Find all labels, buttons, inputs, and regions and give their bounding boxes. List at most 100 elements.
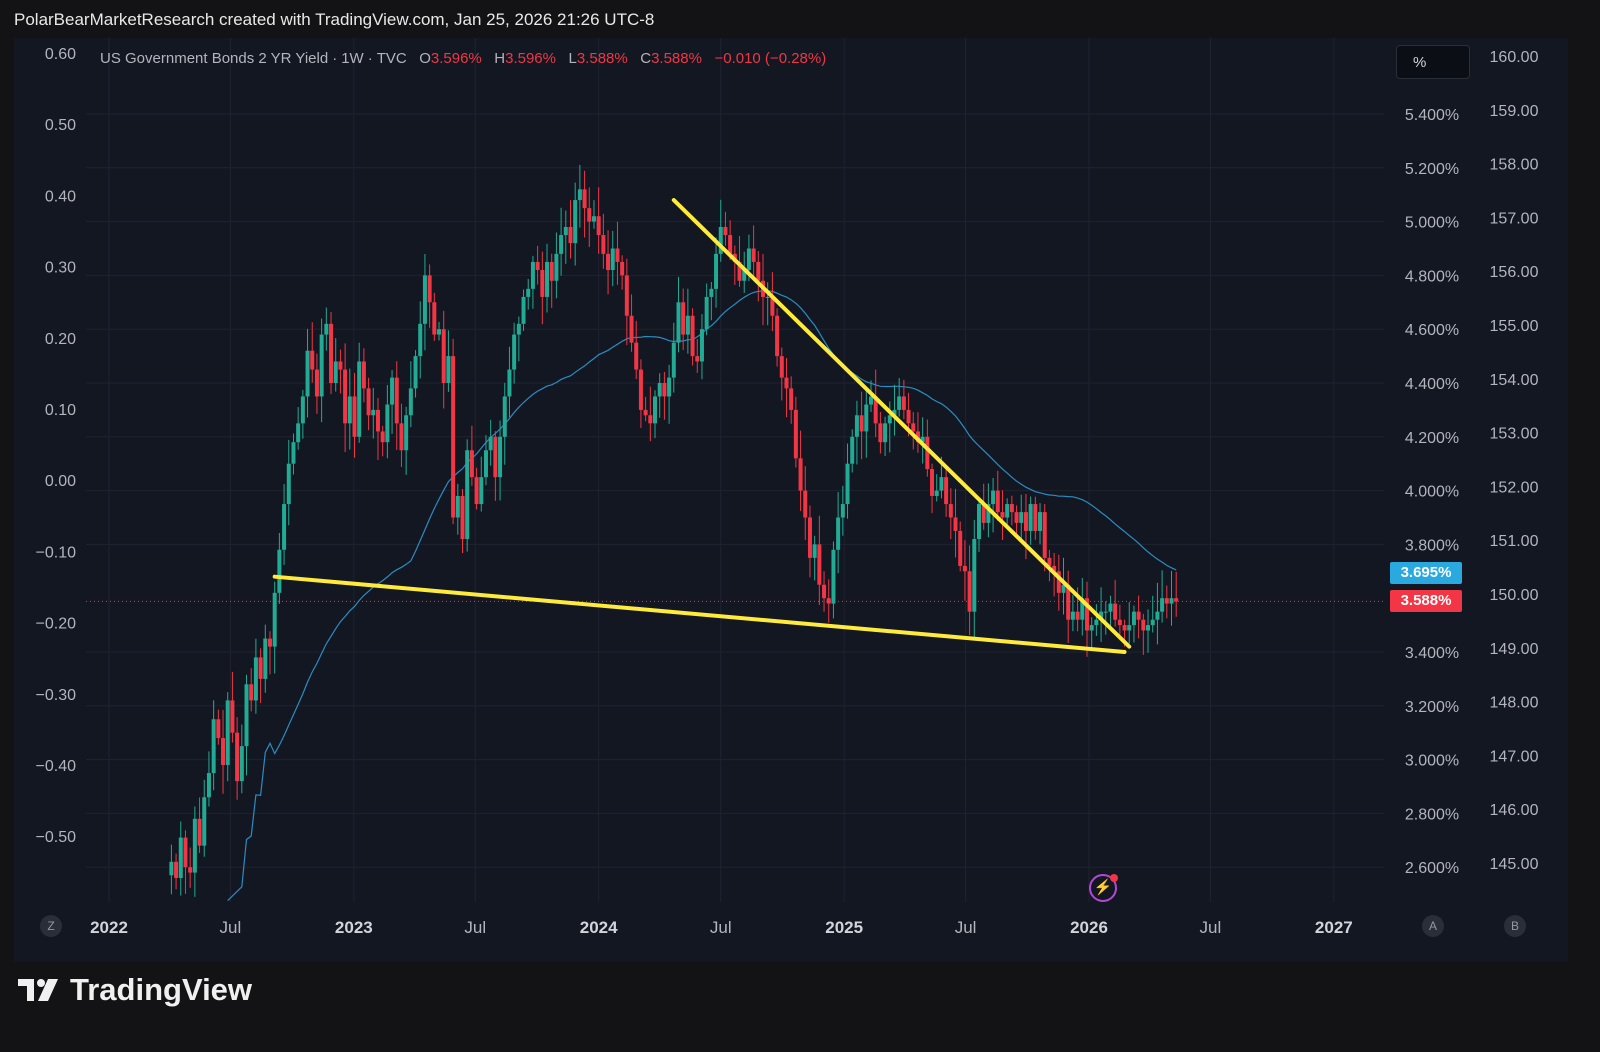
candle-body bbox=[352, 396, 357, 437]
candle-body bbox=[272, 592, 277, 647]
candle-body bbox=[498, 436, 503, 478]
scale-mode-button[interactable]: % bbox=[1396, 45, 1470, 79]
lightning-icon[interactable]: ⚡ bbox=[1089, 874, 1117, 902]
candle-body bbox=[1047, 557, 1052, 566]
candle-body bbox=[559, 235, 564, 254]
candle-body bbox=[948, 504, 953, 518]
candle-body bbox=[549, 261, 554, 281]
candle-body bbox=[253, 657, 258, 701]
candle-body bbox=[333, 361, 338, 383]
timezone-button[interactable]: Z bbox=[40, 915, 62, 937]
candle-body bbox=[296, 423, 301, 443]
candle-body bbox=[310, 350, 315, 370]
candle-body bbox=[1038, 512, 1043, 531]
candle-body bbox=[1052, 565, 1057, 572]
candle-body bbox=[390, 377, 395, 405]
candle-body bbox=[723, 226, 728, 236]
candle-body bbox=[1084, 598, 1089, 631]
candle-body bbox=[338, 361, 343, 370]
candle-body bbox=[530, 261, 535, 289]
candle-body bbox=[1122, 625, 1127, 631]
secondary-axis-label: 153.00 bbox=[1490, 426, 1539, 443]
left-axis: 0.60 0.50 0.40 0.30 0.20 0.10 0.00 −0.10 −0.20 −0… bbox=[36, 46, 77, 846]
trendline-lower bbox=[272, 574, 1127, 654]
time-axis[interactable]: 2022 Jul 2023 Jul 2024 Jul 2025 Jul 2026 Jul 2027 bbox=[90, 918, 1353, 937]
candle-body bbox=[1009, 504, 1014, 513]
candle-body bbox=[817, 544, 822, 585]
candle-body bbox=[695, 356, 700, 362]
candle-body bbox=[606, 253, 611, 271]
candle-body bbox=[920, 436, 925, 443]
time-axis-label: Jul bbox=[955, 918, 977, 937]
candle-body bbox=[1131, 611, 1136, 626]
candle-body bbox=[305, 350, 310, 397]
tradingview-brand[interactable]: TradingView bbox=[18, 972, 252, 1008]
right-axis-label: 5.000% bbox=[1405, 215, 1459, 232]
candle-body bbox=[1103, 611, 1108, 613]
candle-body bbox=[507, 369, 512, 397]
candle-body bbox=[1127, 625, 1132, 631]
candle-body bbox=[422, 275, 427, 324]
secondary-axis-label: 154.00 bbox=[1490, 372, 1539, 389]
candle-body bbox=[995, 490, 1000, 513]
candle-body bbox=[197, 818, 202, 846]
candle-body bbox=[826, 598, 831, 604]
candle-body bbox=[657, 383, 662, 397]
candle-body bbox=[775, 315, 780, 357]
secondary-axis-label: 146.00 bbox=[1490, 802, 1539, 819]
candle-body bbox=[244, 684, 249, 747]
symbol-name[interactable]: US Government Bonds 2 YR Yield bbox=[100, 50, 329, 67]
candle-body bbox=[324, 323, 329, 335]
time-axis-label: Jul bbox=[464, 918, 486, 937]
candle-body bbox=[986, 504, 991, 523]
candle-body bbox=[831, 549, 836, 604]
candle-body bbox=[521, 296, 526, 324]
candle-body bbox=[704, 296, 709, 330]
candle-body bbox=[545, 261, 550, 297]
candle-body bbox=[1005, 504, 1010, 518]
candle-body bbox=[357, 361, 362, 437]
interval-label[interactable]: 1W bbox=[341, 50, 364, 67]
candle-body bbox=[474, 477, 479, 505]
secondary-axis-label: 151.00 bbox=[1490, 533, 1539, 550]
candle-body bbox=[526, 288, 531, 297]
candle-body bbox=[718, 226, 723, 254]
candle-body bbox=[206, 773, 211, 798]
chart-area[interactable]: 0.60 0.50 0.40 0.30 0.20 0.10 0.00 −0.10 −0.20 −0… bbox=[14, 38, 1568, 962]
secondary-axis-label: 160.00 bbox=[1490, 49, 1539, 66]
left-axis-label: 0.20 bbox=[45, 331, 76, 348]
price-chart[interactable]: 0.60 0.50 0.40 0.30 0.20 0.10 0.00 −0.10 −0.20 −0… bbox=[14, 38, 1568, 962]
secondary-axis-label: 147.00 bbox=[1490, 748, 1539, 765]
right-axis-label: 4.200% bbox=[1405, 430, 1459, 447]
candle-body bbox=[807, 517, 812, 558]
candle-body bbox=[465, 450, 470, 540]
candle-body bbox=[648, 415, 653, 424]
candle-body bbox=[972, 539, 977, 612]
candle-body bbox=[277, 549, 282, 593]
candle-body bbox=[850, 436, 855, 464]
candle-body bbox=[812, 544, 817, 558]
auto-scale-button[interactable]: A bbox=[1422, 915, 1444, 937]
candle-body bbox=[516, 323, 521, 335]
last-price-badge: 3.588% bbox=[1390, 590, 1462, 613]
log-scale-button[interactable]: B bbox=[1504, 915, 1526, 937]
right-axis-label: 3.800% bbox=[1405, 537, 1459, 554]
secondary-axis-label: 148.00 bbox=[1490, 695, 1539, 712]
trendlines[interactable] bbox=[272, 198, 1132, 654]
candle-body bbox=[868, 396, 873, 405]
left-axis-label: −0.20 bbox=[36, 616, 77, 633]
right-axis[interactable]: 5.400% 5.200% 5.000% 4.800% 4.600% 4.400% 4.20… bbox=[1405, 49, 1539, 877]
candle-body bbox=[967, 571, 972, 612]
candle-body bbox=[892, 409, 897, 416]
right-axis-label: 4.600% bbox=[1405, 322, 1459, 339]
candle-body bbox=[221, 738, 226, 765]
candle-body bbox=[1174, 598, 1179, 602]
candle-body bbox=[329, 323, 334, 383]
candle-body bbox=[451, 356, 456, 518]
candle-body bbox=[803, 490, 808, 518]
candle-body bbox=[563, 226, 568, 236]
left-axis-label: 0.30 bbox=[45, 260, 76, 277]
candle-body bbox=[394, 377, 399, 424]
candle-body bbox=[779, 356, 784, 378]
candle-body bbox=[939, 477, 944, 491]
